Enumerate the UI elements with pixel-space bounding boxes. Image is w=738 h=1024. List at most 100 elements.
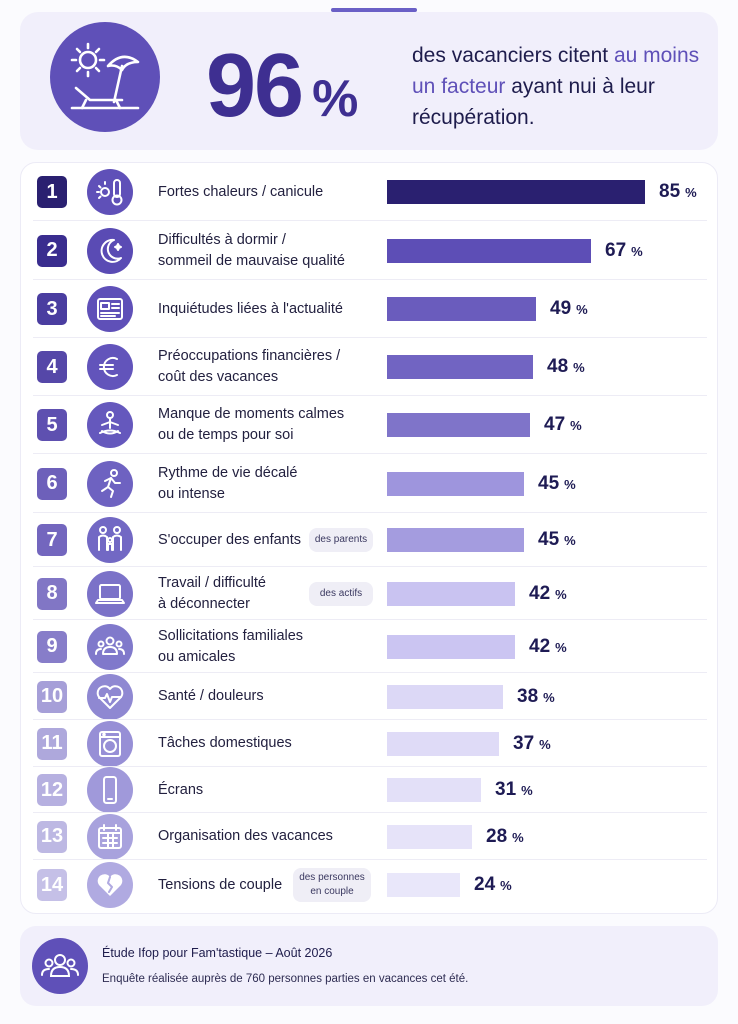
- row-divider: [33, 719, 707, 720]
- category-label: Travail / difficulté à déconnecter: [158, 573, 266, 615]
- value-percent-sign: %: [573, 360, 585, 375]
- value-number: 28: [486, 825, 508, 847]
- value-label: 85%: [659, 180, 697, 204]
- category-label: Inquiétudes liées à l'actualité: [158, 299, 343, 320]
- value-number: 42: [529, 582, 551, 604]
- value-percent-sign: %: [631, 243, 643, 259]
- bar: [387, 238, 591, 263]
- rank-badge: 3: [37, 293, 67, 325]
- category-label-line1: Préoccupations financières /: [158, 348, 341, 364]
- value-percent-sign: %: [685, 185, 697, 200]
- category-label-line1: Inquiétudes liées à l'actualité: [158, 300, 343, 317]
- study-footer: Étude Ifop pour Fam'tastique – Août 2026…: [20, 926, 718, 1006]
- row-divider: [33, 453, 707, 454]
- category-label: Difficultés à dormir / sommeil de mauvais…: [158, 230, 345, 272]
- value-label: 28%: [486, 825, 524, 849]
- category-label-line1: Travail / difficulté: [158, 574, 266, 591]
- rank-badge: 9: [37, 630, 67, 663]
- hero-text-part1: des vacanciers citent: [412, 44, 614, 67]
- value-number: 48: [547, 356, 569, 377]
- row-divider: [33, 812, 707, 813]
- value-label: 45%: [538, 472, 576, 496]
- moon-icon: [87, 227, 133, 274]
- category-label-line2: ou de temps pour soi: [158, 427, 294, 443]
- category-label-line1: Écrans: [158, 781, 204, 798]
- row-divider: [33, 859, 707, 860]
- value-number: 37: [513, 732, 535, 754]
- category-label: Manque de moments calmes ou de temps pour…: [158, 404, 344, 446]
- bar: [387, 413, 530, 437]
- category-label-line2: à déconnecter: [158, 595, 250, 612]
- category-label-line2: ou intense: [158, 485, 225, 502]
- chart-row: 8 Travail / difficulté à déconnecter des ac…: [21, 567, 719, 620]
- bar: [387, 731, 499, 756]
- chart-row: 3 Inquiétudes liées à l'actualité 49%: [21, 280, 719, 338]
- washing-machine-icon: [87, 720, 133, 767]
- hero-text-highlight: au moins un facteur: [412, 44, 700, 98]
- row-divider: [33, 279, 707, 280]
- value-percent-sign: %: [512, 829, 524, 845]
- category-label: Préoccupations financières / coût des vac…: [158, 346, 340, 388]
- rank-badge: 5: [37, 409, 67, 441]
- row-divider: [33, 566, 707, 567]
- value-percent-sign: %: [564, 533, 576, 548]
- footer-subtitle: Enquête réalisée auprès de 760 personnes…: [102, 973, 469, 985]
- value-label: 48%: [547, 355, 585, 379]
- bar: [387, 297, 536, 321]
- population-tag: des actifs: [309, 581, 373, 606]
- rank-badge: 11: [37, 727, 67, 760]
- category-label-line1: Sollicitations familiales: [158, 627, 304, 644]
- euro-icon: [87, 344, 133, 390]
- row-divider: [33, 766, 707, 767]
- value-number: 49: [550, 298, 572, 319]
- value-number: 38: [517, 685, 539, 707]
- bar: [387, 634, 515, 659]
- value-label: 45%: [538, 528, 576, 552]
- survey-badge: [32, 938, 88, 994]
- hero-text: des vacanciers citent au moins un facteu…: [412, 40, 712, 133]
- bar: [387, 471, 524, 496]
- value-percent-sign: %: [555, 639, 567, 655]
- value-percent-sign: %: [543, 689, 555, 705]
- chart-row: 13 Organisation des vacances 28%: [21, 813, 719, 860]
- value-number: 31: [495, 779, 517, 800]
- category-label: Fortes chaleurs / canicule: [158, 182, 323, 203]
- family-icon: [87, 517, 133, 563]
- hero-percent-value: 96: [206, 36, 304, 136]
- value-label: 42%: [529, 582, 567, 606]
- category-label-line1: Manque de moments calmes: [158, 406, 345, 422]
- rank-badge: 1: [37, 176, 67, 208]
- rank-badge: 12: [37, 774, 67, 806]
- value-label: 31%: [495, 778, 533, 802]
- chart-row: 9 Sollicitations familiales ou amicales 42%: [21, 620, 719, 673]
- chart-row: 1 Fortes chaleurs / canicule 85%: [21, 163, 719, 221]
- category-label: Sollicitations familiales ou amicales: [158, 626, 303, 668]
- category-label: Organisation des vacances: [158, 826, 333, 847]
- hero-text-part2: ayant nui à leur récupération.: [412, 75, 655, 129]
- category-label: Écrans: [158, 780, 203, 801]
- category-label-line1: S'occuper des enfants: [158, 531, 302, 548]
- category-label-line1: Tensions de couple: [158, 876, 283, 893]
- ranking-chart: 1 Fortes chaleurs / canicule 85% 2 Difficult…: [20, 162, 718, 914]
- population-tag: des personnes en couple: [293, 868, 371, 902]
- row-divider: [33, 512, 707, 513]
- category-label: S'occuper des enfants: [158, 530, 301, 551]
- value-label: 24%: [474, 873, 512, 897]
- value-percent-sign: %: [500, 878, 512, 893]
- bar: [387, 684, 503, 709]
- chart-row: 12 Écrans 31%: [21, 767, 719, 813]
- rank-badge: 6: [37, 467, 67, 500]
- value-percent-sign: %: [564, 476, 576, 492]
- beach-umbrella-icon: [70, 42, 140, 110]
- row-divider: [33, 672, 707, 673]
- group-icon: [87, 623, 133, 670]
- value-label: 47%: [544, 413, 582, 437]
- chart-row: 10 Santé / douleurs 38%: [21, 673, 719, 720]
- chart-row: 5 Manque de moments calmes ou de temps pou…: [21, 396, 719, 454]
- row-divider: [33, 619, 707, 620]
- category-label-line2: sommeil de mauvaise qualité: [158, 252, 345, 269]
- row-divider: [33, 337, 707, 338]
- value-number: 45: [538, 472, 560, 494]
- value-percent-sign: %: [521, 783, 533, 798]
- rank-badge: 2: [37, 234, 67, 267]
